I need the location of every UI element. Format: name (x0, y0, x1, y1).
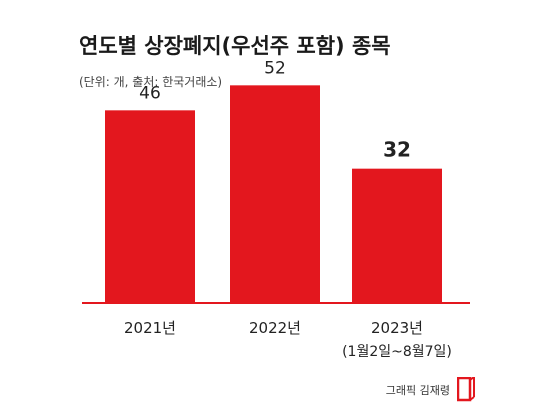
chart-title: 연도별 상장폐지(우선주 포함) 종목 (79, 34, 391, 58)
bar-value-label-3: 32 (383, 138, 411, 162)
bar-value-label-2: 52 (264, 58, 286, 78)
bar-3 (352, 168, 442, 302)
chart-subtitle: (단위: 개, 출처: 한국거래소) (79, 75, 223, 89)
category-sublabel-3: (1월2일~8월7일) (342, 344, 452, 360)
bar-1 (105, 110, 195, 302)
bar-2 (230, 85, 320, 302)
category-label-2: 2022년 (249, 319, 301, 337)
category-label-3: 2023년 (371, 319, 423, 337)
graphic-credit: 그래픽 김재령 (385, 384, 450, 397)
category-label-1: 2021년 (124, 319, 176, 337)
bar-value-label-1: 46 (139, 83, 161, 103)
brand-logo-icon (456, 376, 475, 407)
